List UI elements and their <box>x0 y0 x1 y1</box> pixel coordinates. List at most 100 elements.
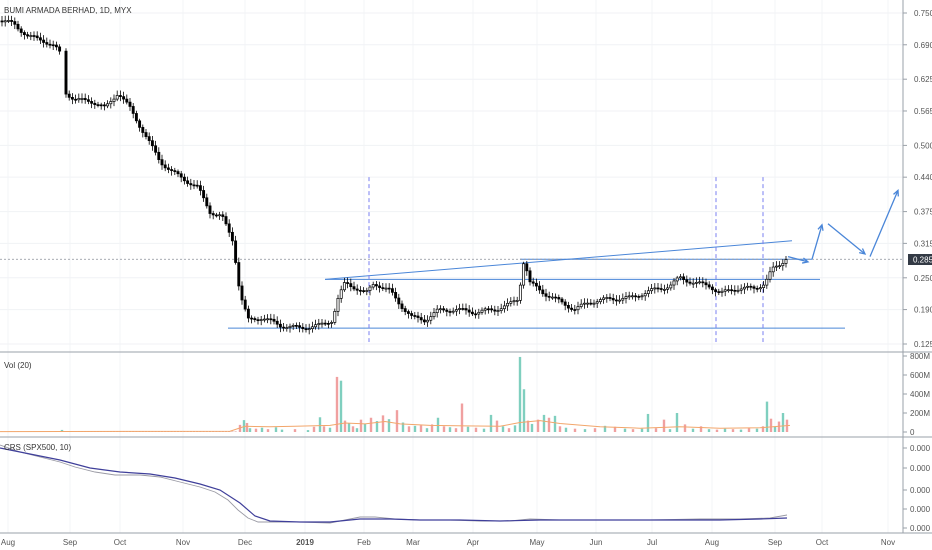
volume-bar <box>460 403 464 432</box>
candle-body <box>778 265 782 268</box>
candle-body <box>320 322 324 325</box>
volume-bar <box>234 431 237 432</box>
volume-bar <box>769 418 773 432</box>
volume-bar <box>436 417 440 432</box>
candle-body <box>614 299 618 302</box>
candle-body <box>160 159 164 166</box>
candle-body <box>381 287 385 289</box>
volume-tick-label: 600M <box>910 371 930 380</box>
candle-body <box>717 291 721 293</box>
candle-body <box>413 315 417 317</box>
candle-body <box>333 311 337 323</box>
candle-body <box>630 295 634 298</box>
candle-body <box>77 98 81 101</box>
volume-bar <box>723 428 727 432</box>
time-tick-label: Feb <box>357 538 371 547</box>
volume-bar <box>501 426 505 432</box>
candle-body <box>253 318 257 321</box>
candle-body <box>138 120 142 128</box>
volume-bar <box>381 415 385 432</box>
volume-pane <box>0 356 791 433</box>
volume-tick-label: 200M <box>910 409 930 418</box>
candle-body <box>602 297 606 300</box>
volume-bar <box>343 420 347 432</box>
candle-body <box>458 308 462 310</box>
candle-body <box>598 299 602 303</box>
candle-body <box>294 325 298 327</box>
volume-bar <box>777 421 781 432</box>
candle-body <box>230 231 234 242</box>
volume-bar <box>448 427 452 432</box>
volume-bar <box>773 426 777 432</box>
volume-bar <box>425 428 429 432</box>
candle-body <box>502 305 506 310</box>
candle-body <box>685 279 689 283</box>
candle-body <box>240 285 244 301</box>
candle-body <box>438 308 442 311</box>
candle-body <box>605 297 609 299</box>
crs-tick-label: 0.000 <box>910 464 931 473</box>
candle-body <box>723 289 727 292</box>
candle-body <box>141 127 145 133</box>
volume-bar <box>339 380 343 432</box>
candle-body <box>45 42 49 45</box>
candle-body <box>704 282 708 286</box>
candle-body <box>646 290 650 294</box>
candle-body <box>67 93 71 98</box>
volume-bar <box>395 410 399 432</box>
candle-body <box>176 171 180 175</box>
candle-body <box>173 170 177 172</box>
volume-bar <box>306 430 310 432</box>
candle-body <box>352 286 356 290</box>
volume-bar <box>242 420 246 432</box>
price-tick-label: 0.440 <box>914 173 932 182</box>
volume-bar <box>640 428 644 432</box>
price-tick-label: 0.125 <box>914 340 932 349</box>
drawn-levels <box>0 177 903 342</box>
candle-body <box>384 287 388 290</box>
time-tick-label: Jun <box>590 538 603 547</box>
candle-body <box>224 216 228 225</box>
candle-body <box>266 318 270 321</box>
candle-body <box>378 285 382 288</box>
candle-body <box>243 299 247 310</box>
volume-bar <box>489 414 493 432</box>
volume-bar <box>430 424 434 432</box>
candle-body <box>26 34 30 37</box>
candle-body <box>307 328 311 331</box>
volume-bar <box>558 426 562 432</box>
volume-bar <box>254 428 258 432</box>
candle-body <box>650 288 654 292</box>
volume-bar <box>260 427 264 432</box>
candle-body <box>83 98 87 101</box>
candle-body <box>298 325 302 328</box>
candle-body <box>448 311 452 313</box>
volume-bar <box>715 429 719 432</box>
candle-body <box>768 271 772 280</box>
candle-body <box>179 173 183 178</box>
candle-body <box>234 240 238 263</box>
candle-body <box>166 167 170 170</box>
candle-body <box>742 286 746 290</box>
candle-body <box>634 295 638 298</box>
candle-body <box>758 287 762 290</box>
candle-body <box>3 20 7 23</box>
candle-body <box>643 293 647 297</box>
volume-ma-line <box>0 420 791 433</box>
candle-body <box>51 44 55 47</box>
volume-bar <box>518 356 522 432</box>
candle-body <box>48 43 52 46</box>
arrow-head <box>859 248 867 255</box>
volume-bar <box>564 427 568 432</box>
candle-body <box>477 311 481 315</box>
volume-bar <box>369 417 373 432</box>
candle-body <box>550 296 554 299</box>
candle-body <box>80 98 84 100</box>
candle-body <box>682 276 686 280</box>
volume-bar <box>547 417 551 432</box>
candle-body <box>282 326 286 329</box>
candle-body <box>691 282 695 285</box>
candle-body <box>29 35 33 37</box>
